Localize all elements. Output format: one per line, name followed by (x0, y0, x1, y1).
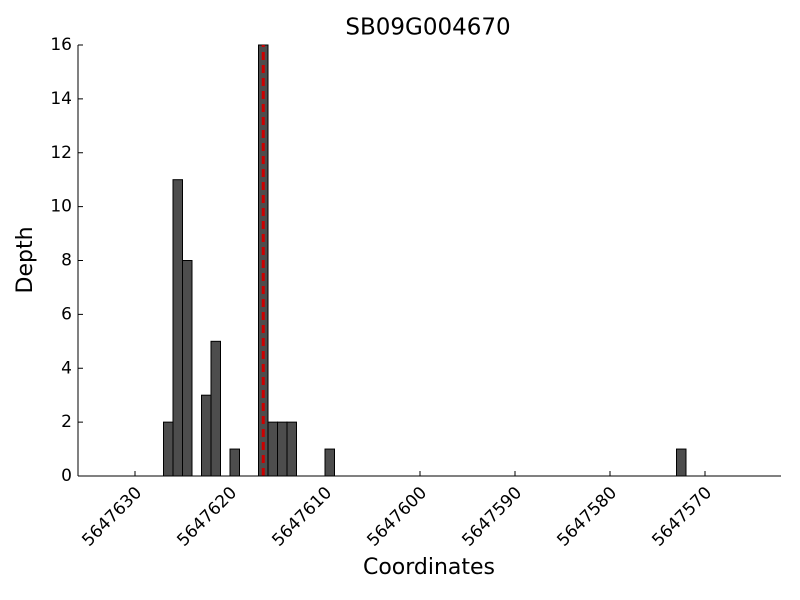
x-tick-label: 5647620 (173, 483, 241, 551)
bar (286, 421, 297, 477)
x-tick-label: 5647590 (458, 483, 526, 551)
x-tick-label: 5647630 (78, 483, 146, 551)
bar (182, 260, 193, 477)
y-tick-label: 14 (50, 89, 72, 109)
bar (163, 421, 174, 477)
bar (277, 421, 288, 477)
y-tick-label: 16 (50, 35, 72, 55)
bar (324, 448, 335, 477)
x-axis-label: Coordinates (363, 555, 495, 580)
y-tick-label: 6 (61, 304, 72, 324)
y-tick-label: 8 (61, 251, 72, 271)
bar (229, 448, 240, 477)
bar (210, 340, 221, 477)
bar (201, 394, 212, 477)
y-tick-label: 4 (61, 358, 72, 378)
y-tick-label: 2 (61, 412, 72, 432)
bar (676, 448, 687, 477)
x-tick-label: 5647600 (363, 483, 431, 551)
x-tick-label: 5647570 (648, 483, 716, 551)
y-tick-label: 12 (50, 143, 72, 163)
x-tick-label: 5647610 (268, 483, 336, 551)
chart-title: SB09G004670 (345, 15, 510, 41)
y-tick-label: 0 (61, 466, 72, 486)
x-tick-label: 5647580 (553, 483, 621, 551)
y-tick-label: 10 (50, 197, 72, 217)
y-axis-label: Depth (13, 226, 38, 293)
bar (267, 421, 278, 477)
bar (172, 179, 183, 477)
